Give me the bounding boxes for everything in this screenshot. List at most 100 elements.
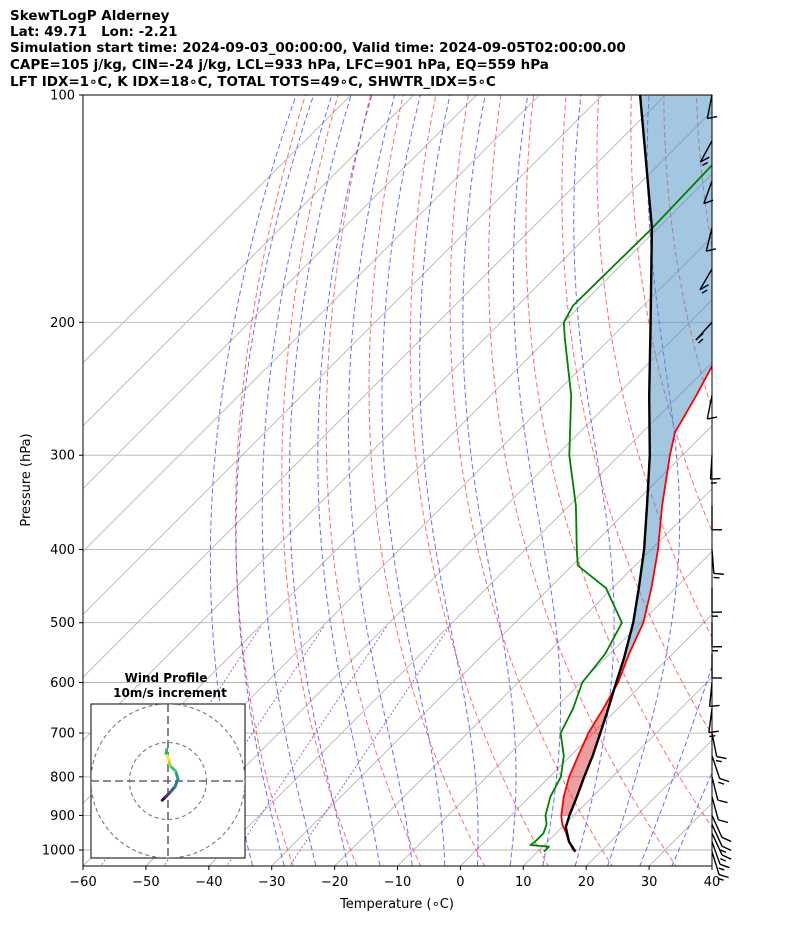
moist-adiabat bbox=[317, 95, 381, 866]
wind-barb bbox=[711, 588, 722, 617]
wind-barb bbox=[711, 796, 729, 824]
barb-flag bbox=[715, 759, 722, 763]
barb-staff bbox=[705, 227, 713, 252]
wind-barb bbox=[695, 321, 713, 344]
x-tick-label: −20 bbox=[321, 875, 348, 890]
mixing-ratio-line bbox=[288, 626, 450, 866]
moist-adiabat bbox=[235, 95, 315, 866]
wind-barb bbox=[711, 776, 728, 804]
x-tick-label: 30 bbox=[641, 875, 658, 890]
chart-title: SkewTLogP Alderney bbox=[10, 8, 170, 24]
wind-barb bbox=[709, 455, 721, 484]
dry-adiabat bbox=[760, 78, 794, 881]
moist-adiabat bbox=[671, 771, 712, 866]
barb-flag bbox=[718, 819, 729, 824]
dry-adiabat bbox=[630, 95, 712, 533]
barb-flag bbox=[703, 199, 714, 205]
wind-barb bbox=[705, 227, 717, 252]
temperature-line bbox=[560, 364, 712, 853]
isotherm-line bbox=[83, 110, 712, 741]
wind-barb bbox=[703, 180, 714, 205]
barb-staff bbox=[711, 841, 721, 865]
wind-barb bbox=[711, 824, 732, 854]
moist-adiabat bbox=[288, 95, 352, 866]
y-tick-label: 400 bbox=[50, 543, 75, 558]
wind-barb bbox=[708, 708, 719, 738]
barb-staff bbox=[711, 832, 723, 856]
barb-staff bbox=[711, 776, 719, 801]
moist-adiabat bbox=[462, 95, 517, 866]
barb-staff bbox=[699, 140, 713, 163]
x-tick-label: 20 bbox=[578, 875, 595, 890]
cape-line: CAPE=105 j/kg, CIN=-24 j/kg, LCL=933 hPa… bbox=[10, 57, 549, 73]
hodograph-subtitle: 10m/s increment bbox=[113, 686, 227, 700]
y-tick-label: 600 bbox=[50, 676, 75, 691]
barb-flag bbox=[718, 781, 725, 785]
barb-flag bbox=[707, 115, 718, 120]
x-tick-label: −10 bbox=[384, 875, 411, 890]
y-tick-label: 700 bbox=[50, 727, 75, 742]
wind-barb bbox=[711, 841, 730, 871]
cape-area bbox=[623, 95, 712, 660]
wind-barb bbox=[708, 682, 720, 708]
barb-flag bbox=[699, 284, 709, 291]
moist-adiabat bbox=[261, 95, 333, 866]
wind-barb bbox=[711, 815, 732, 843]
y-tick-label: 900 bbox=[50, 809, 75, 824]
barb-staff bbox=[711, 796, 719, 821]
moist-adiabat bbox=[639, 664, 712, 866]
barb-flag bbox=[717, 877, 724, 881]
x-tick-label: −60 bbox=[69, 875, 96, 890]
dry-adiabat bbox=[325, 95, 422, 866]
wind-barb bbox=[699, 268, 713, 294]
y-tick-label: 500 bbox=[50, 616, 75, 631]
x-tick-label: −50 bbox=[132, 875, 159, 890]
wind-barb bbox=[711, 732, 727, 763]
dry-adiabat bbox=[488, 95, 677, 866]
dry-adiabat bbox=[728, 78, 794, 881]
barb-flag bbox=[700, 156, 710, 163]
location-line: Lat: 49.71 Lon: -2.21 bbox=[10, 24, 178, 40]
isotherm-line bbox=[83, 95, 541, 553]
isotherm-line bbox=[208, 362, 712, 866]
barb-flag bbox=[708, 730, 719, 734]
wind-barb bbox=[706, 395, 718, 420]
barb-staff bbox=[706, 395, 713, 420]
x-tick-label: 10 bbox=[515, 875, 532, 890]
barb-flag bbox=[720, 857, 727, 862]
barb-flag bbox=[721, 836, 732, 843]
barb-flag bbox=[710, 477, 721, 480]
wind-barb bbox=[711, 505, 722, 531]
x-tick-label: −40 bbox=[195, 875, 222, 890]
dry-adiabat-lines bbox=[234, 78, 794, 881]
dry-adiabat bbox=[561, 95, 712, 736]
wind-barb bbox=[711, 755, 730, 785]
barb-flag bbox=[719, 863, 730, 869]
barb-flag bbox=[721, 854, 732, 860]
hodograph-plot bbox=[91, 704, 245, 858]
y-axis-ticks: 1000 900 800 700 600 500 400 300 200 100 bbox=[42, 89, 83, 859]
wind-barb bbox=[699, 140, 713, 167]
sounding-series bbox=[529, 95, 712, 853]
moist-adiabat bbox=[347, 95, 413, 866]
barb-flag bbox=[709, 704, 720, 708]
isotherm-line bbox=[396, 550, 712, 866]
wind-barb bbox=[711, 851, 729, 881]
barb-flag bbox=[717, 799, 728, 804]
isotherm-line bbox=[459, 613, 712, 866]
dewpoint-line bbox=[529, 163, 712, 853]
barb-staff bbox=[711, 815, 723, 838]
barb-staff bbox=[699, 268, 713, 291]
x-axis-label: Temperature (∘C) bbox=[339, 897, 454, 912]
y-tick-label: 100 bbox=[50, 89, 75, 104]
barb-flag bbox=[713, 572, 724, 575]
isotherm-line bbox=[83, 95, 666, 678]
hodograph-inset: Wind Profile 10m/s increment bbox=[90, 671, 246, 859]
barb-flag bbox=[698, 338, 704, 344]
x-tick-label: 0 bbox=[456, 875, 464, 890]
moist-adiabat bbox=[573, 95, 615, 866]
moist-adiabat bbox=[381, 95, 446, 866]
barb-flag bbox=[716, 755, 727, 760]
wind-barb bbox=[706, 94, 718, 120]
